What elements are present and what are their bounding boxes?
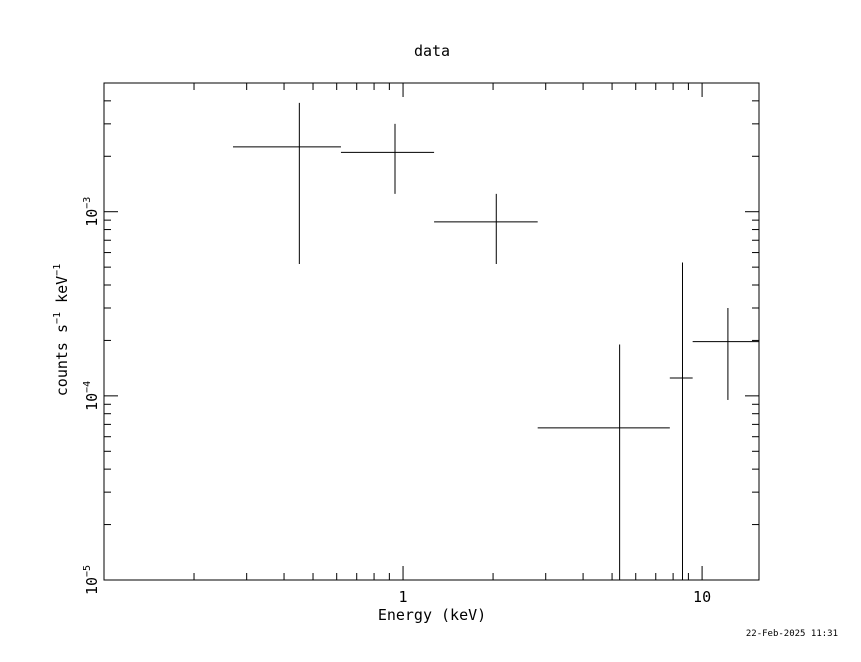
data-point bbox=[537, 344, 670, 580]
y-tick-base: 10 bbox=[83, 577, 101, 595]
data-point bbox=[340, 123, 435, 194]
data-point bbox=[669, 262, 693, 580]
y-label-exp1: −1 bbox=[52, 312, 63, 324]
y-axis-label: counts s−1 keV−1 bbox=[52, 264, 71, 396]
x-tick-label: 1 bbox=[399, 588, 408, 606]
timestamp: 22-Feb-2025 11:31 bbox=[746, 629, 838, 639]
data-point bbox=[692, 307, 759, 400]
y-tick-label: 10−5 bbox=[82, 565, 101, 595]
chart-title: data bbox=[414, 42, 450, 60]
x-axis-label: Energy (keV) bbox=[378, 606, 486, 624]
x-tick-label: 10 bbox=[693, 588, 711, 606]
y-tick-label: 10−3 bbox=[82, 197, 101, 227]
data-point bbox=[232, 102, 341, 265]
y-label-mid: keV bbox=[53, 276, 71, 312]
y-label-exp2: −1 bbox=[52, 264, 63, 276]
plot-frame bbox=[103, 82, 760, 581]
y-tick-exponent: −5 bbox=[82, 565, 93, 577]
data-points bbox=[232, 102, 759, 580]
y-tick-exponent: −3 bbox=[82, 197, 93, 209]
y-tick-base: 10 bbox=[83, 393, 101, 411]
y-tick-label: 10−4 bbox=[82, 381, 101, 411]
y-tick-base: 10 bbox=[83, 209, 101, 227]
y-label-base: counts s bbox=[53, 324, 71, 396]
tick-marks bbox=[103, 82, 759, 581]
y-tick-exponent: −4 bbox=[82, 381, 93, 393]
data-point bbox=[434, 193, 538, 265]
